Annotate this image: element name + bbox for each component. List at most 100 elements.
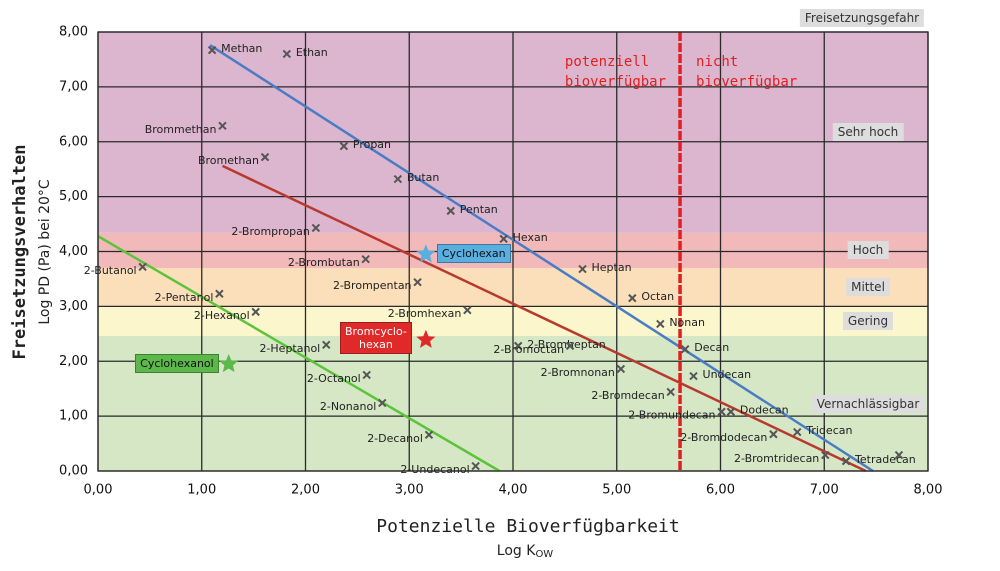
data-point [471,461,480,471]
point-label: Decan [694,341,729,354]
data-point [513,341,523,351]
y-axis-unit: Log PD (Pa) bei 20°C [37,179,53,325]
data-point [666,387,675,397]
point-label: 2-Bromdecan [591,389,664,402]
data-point [446,206,455,216]
x-unit-sub: OW [535,549,553,560]
highlight-label: Bromcyclo- hexan [340,321,412,354]
point-label: Heptan [592,261,632,274]
y-tick-label: 2,00 [59,354,88,369]
data-point [251,307,260,317]
y-tick-label: 7,00 [59,79,88,94]
y-tick-label: 5,00 [59,189,88,204]
point-label: 2-Brompropan [231,225,310,238]
data-point [424,430,434,439]
x-unit-main: Log K [497,543,536,559]
point-label: Methan [221,42,262,55]
point-label: 2-Butanol [84,264,137,277]
point-label: Tridecan [805,424,852,437]
plot-border [97,31,929,472]
data-point [138,262,147,272]
data-point [578,264,587,274]
band-label: Vernachlässigbar [811,394,925,413]
data-point [282,49,292,59]
point-label: Undecan [703,368,752,381]
data-point [565,341,575,351]
band-label: Gering [842,312,894,331]
data-point [311,223,321,233]
point-label: Brommethan [145,123,217,136]
x-tick-label: 0,00 [84,483,113,498]
zone-label: nicht bioverfügbar [696,52,797,92]
data-point [215,289,224,298]
x-tick-label: 7,00 [810,483,839,498]
point-label: 2-Bromdodecan [680,431,767,444]
highlight-label: Cyclohexanol [135,353,219,373]
data-point [841,456,851,466]
data-point [726,407,736,416]
y-tick-label: 4,00 [59,244,88,259]
point-label: 2-Hexanol [194,309,250,322]
point-label: 2-Undecanol [400,463,469,476]
point-label: Butan [407,171,440,184]
x-tick-label: 8,00 [914,483,943,498]
x-tick-label: 1,00 [187,483,216,498]
point-label: 2-Brompentan [333,279,412,292]
highlight-star [219,354,239,373]
x-tick-label: 4,00 [499,483,528,498]
data-point [628,293,637,303]
y-tick-label: 6,00 [59,134,88,149]
data-point [769,430,778,439]
point-label: 2-Brombutan [288,256,360,269]
point-label: 2-Nonanol [320,400,376,413]
x-axis-unit: Log KOW [497,543,554,560]
y-tick-label: 1,00 [59,409,88,424]
point-label: 2-Bromtridecan [734,452,819,465]
data-point [207,45,217,55]
x-tick-label: 5,00 [602,483,631,498]
data-point [681,344,690,354]
data-point [393,174,403,184]
band-label: Hoch [847,241,889,260]
data-point [413,278,422,287]
x-axis-title: Potenzielle Bioverfügbarkeit [376,516,679,537]
zone-label-line: potenziell [564,54,650,70]
data-point [339,141,349,151]
data-point [260,152,270,162]
point-label: Propan [353,138,391,151]
point-label: Tetradecan [854,453,916,466]
point-label: Pentan [460,203,498,216]
point-label: 2-Heptanol [259,342,320,355]
point-label: 2-Decanol [367,432,423,445]
data-point [378,398,387,408]
highlight-star [416,244,436,263]
point-label: 2-Octanol [307,372,361,385]
y-tick-label: 8,00 [59,25,88,40]
data-point [717,407,726,416]
y-tick-label: 0,00 [59,464,88,479]
band-label: Sehr hoch [832,123,904,142]
x-tick-label: 6,00 [706,483,735,498]
x-tick-label: 2,00 [291,483,320,498]
zone-label: potenziell bioverfügbar [565,52,666,92]
data-point [463,306,472,315]
point-label: Dodecan [740,404,789,417]
trend-line [209,44,874,473]
y-axis-title: Freisetzungsverhalten [10,145,30,360]
point-label: 2-Bromnonan [541,366,615,379]
trend-line [221,164,867,473]
band-title: Freisetzungsgefahr [799,9,925,27]
point-label: 2-Bromoctan [493,343,564,356]
point-label: Hexan [513,231,548,244]
point-label: 2-Pentanol [155,291,214,304]
zone-label-line: nicht [696,54,739,70]
zone-label-line: bioverfügbar [696,74,798,90]
data-point [218,121,227,131]
data-point [894,450,904,460]
data-point [322,340,331,349]
data-point [361,254,370,264]
point-label: Bromethan [198,154,259,167]
zone-label-line: bioverfügbar [564,74,667,90]
